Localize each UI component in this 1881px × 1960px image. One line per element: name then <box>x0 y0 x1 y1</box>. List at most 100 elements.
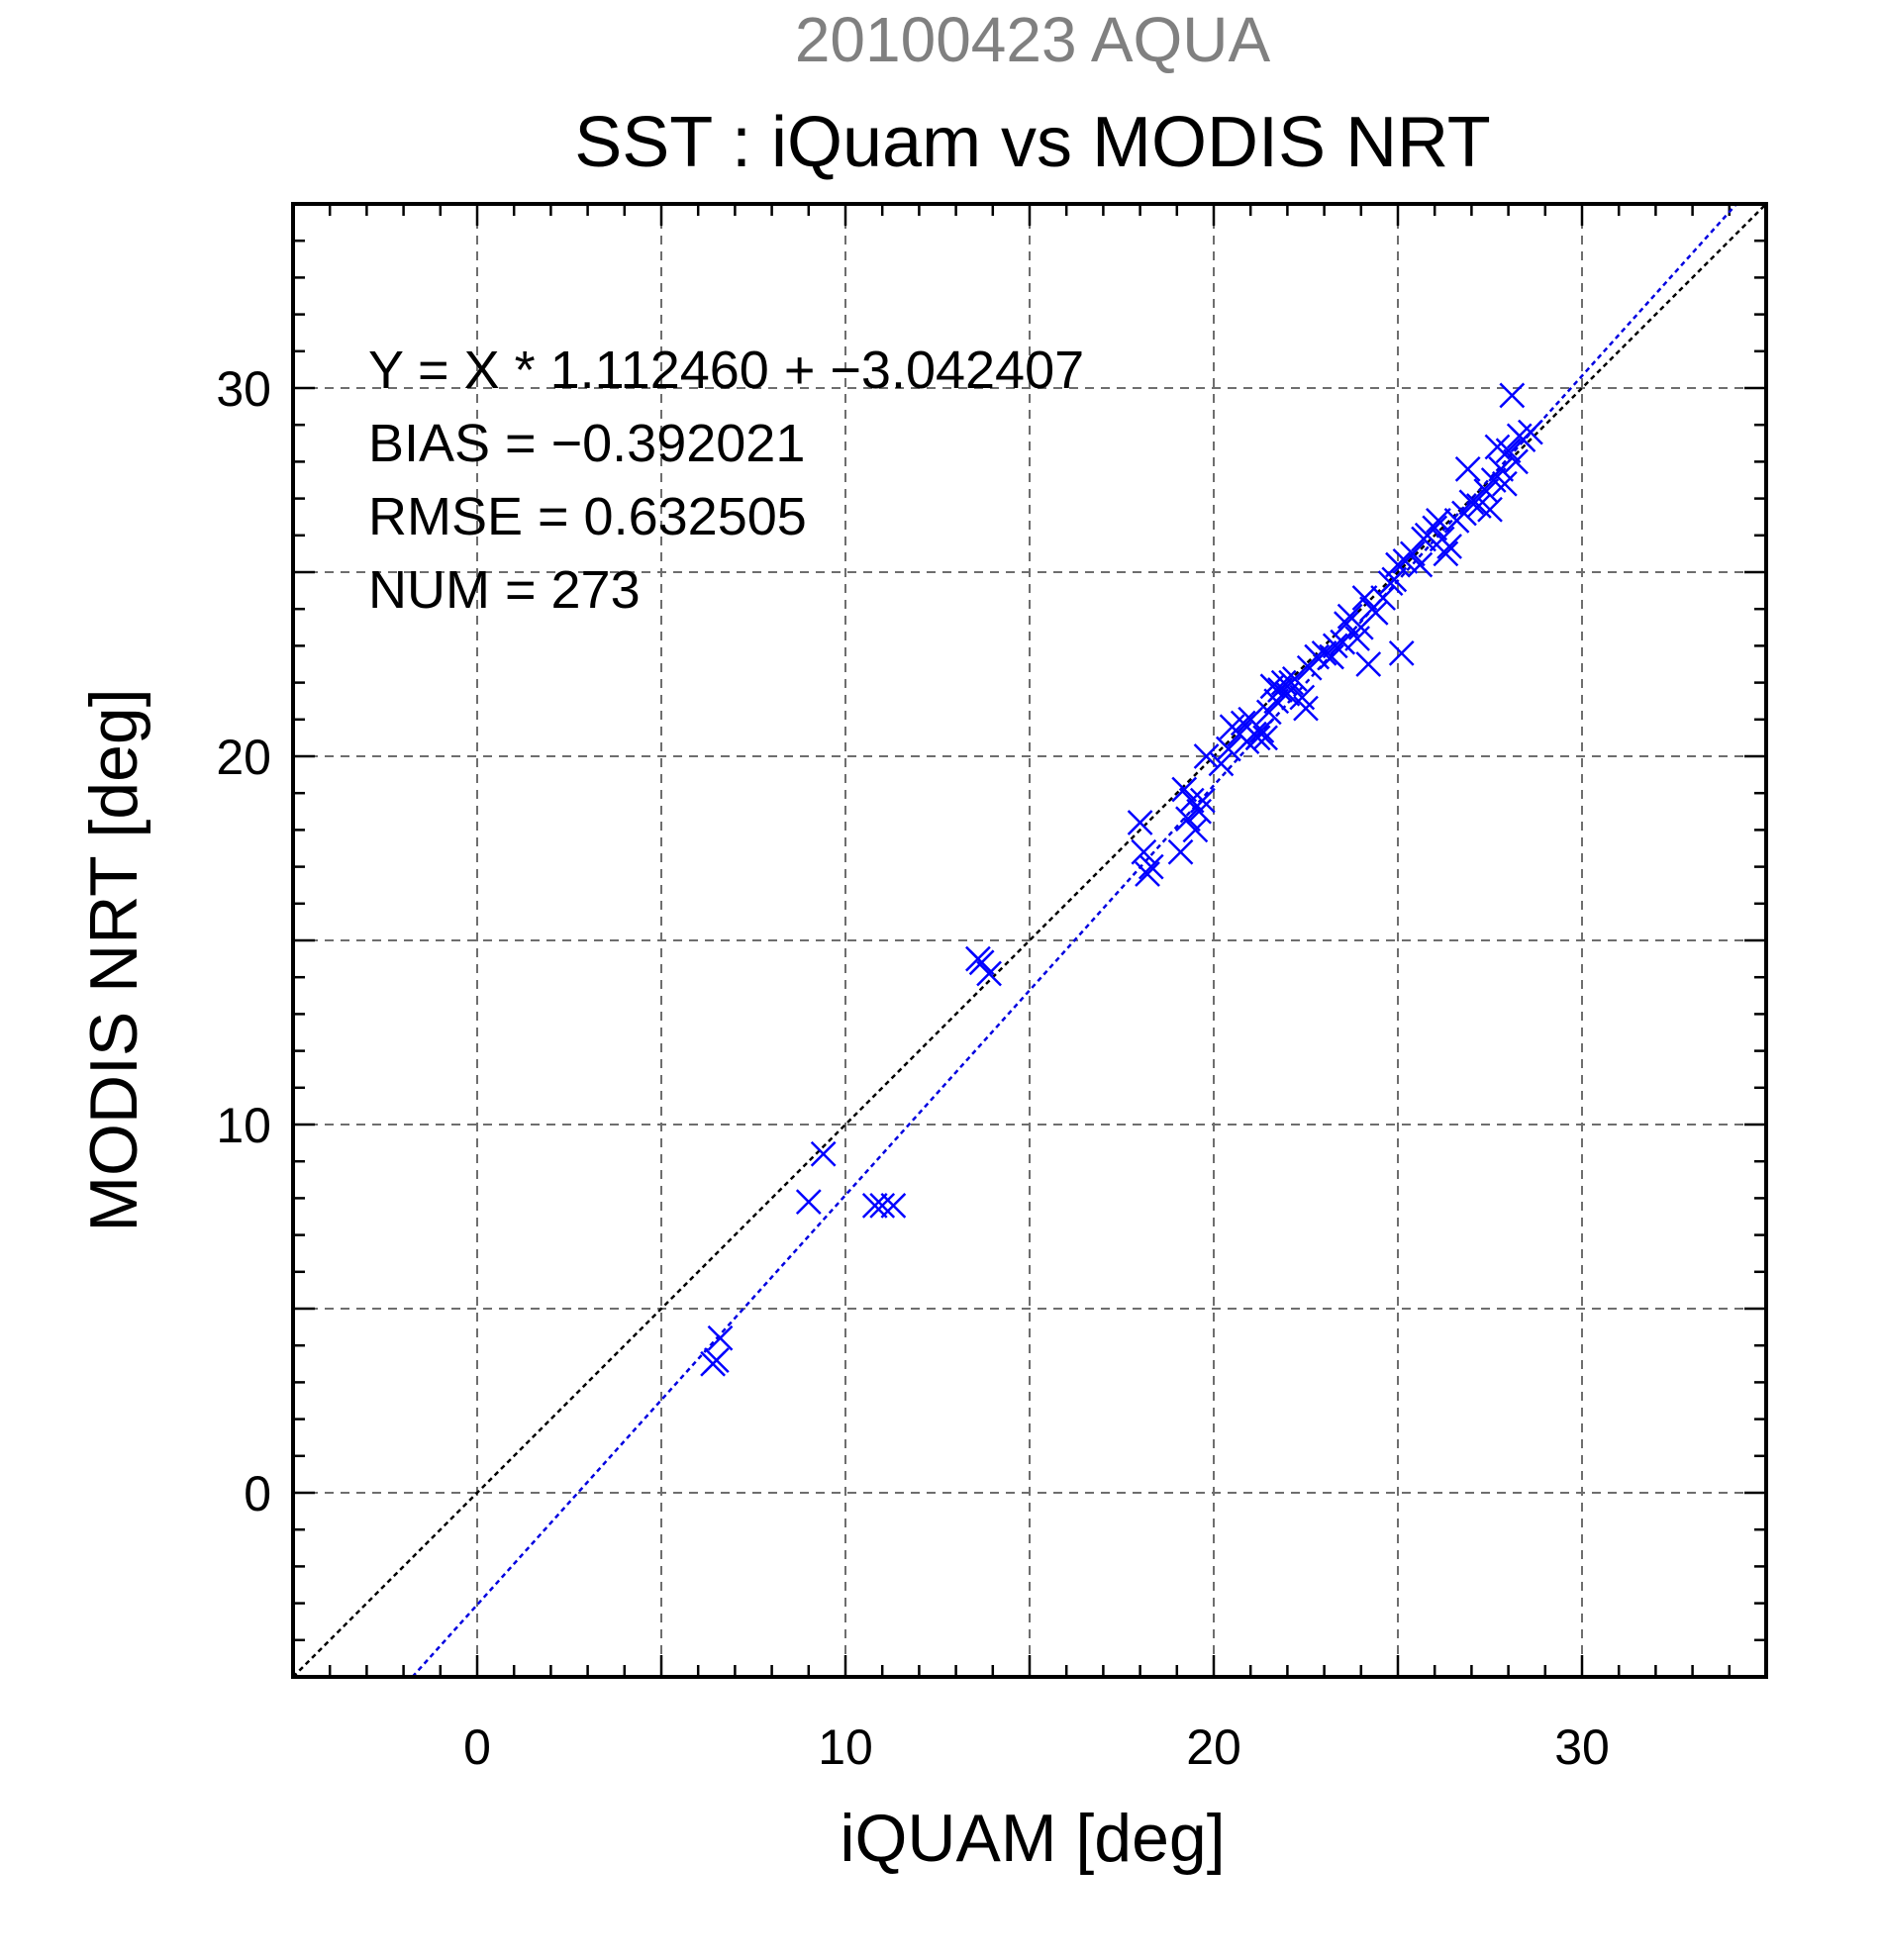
data-point-stroke <box>810 1140 837 1167</box>
data-point <box>1407 551 1434 578</box>
data-point <box>1499 382 1526 409</box>
data-point <box>1377 570 1404 597</box>
data-point-stroke <box>1399 540 1426 567</box>
data-point-stroke <box>1267 677 1293 703</box>
data-point-stroke <box>968 949 995 976</box>
data-point-stroke <box>1433 540 1459 567</box>
data-point-stroke <box>1407 551 1434 578</box>
data-point <box>1451 500 1477 527</box>
data-point-stroke <box>1377 570 1404 597</box>
y-tick-label: 20 <box>216 730 271 785</box>
data-point <box>1248 718 1275 743</box>
data-point <box>1178 787 1205 814</box>
data-point <box>1488 455 1515 482</box>
data-point-stroke <box>703 1347 730 1373</box>
regression-equation: Y = X * 1.112460 + −3.042407 <box>368 341 1084 400</box>
data-point <box>1259 673 1286 700</box>
data-point <box>1215 735 1241 762</box>
data-point <box>1131 838 1157 865</box>
data-point <box>1454 455 1481 482</box>
data-point <box>810 1140 837 1167</box>
data-point-stroke <box>1480 467 1507 493</box>
data-point-stroke <box>1175 806 1201 833</box>
data-point-stroke <box>976 960 1002 987</box>
data-point <box>1484 434 1511 460</box>
data-point <box>1506 423 1533 449</box>
data-point-stroke <box>1289 684 1316 711</box>
y-tick-label: 10 <box>216 1098 271 1153</box>
data-point <box>1334 611 1359 637</box>
data-point-stroke <box>1215 735 1241 762</box>
data-point <box>1167 838 1194 865</box>
data-point-stroke <box>1127 810 1153 835</box>
data-point-stroke <box>1311 639 1337 666</box>
data-point-stroke <box>1465 493 1492 519</box>
data-point-stroke <box>1193 743 1220 769</box>
data-point-stroke <box>1499 382 1526 409</box>
data-point-stroke <box>1230 710 1256 736</box>
data-point-stroke <box>1330 629 1356 655</box>
data-point-stroke <box>880 1192 907 1219</box>
data-point <box>1477 496 1503 523</box>
data-point <box>1138 853 1164 880</box>
data-point-stroke <box>1293 695 1319 722</box>
data-point <box>1491 470 1518 497</box>
data-point-stroke <box>1426 508 1451 534</box>
data-point-stroke <box>1244 725 1271 751</box>
data-point-stroke <box>1259 673 1286 700</box>
data-point <box>1433 540 1459 567</box>
data-point-stroke <box>1491 470 1518 497</box>
data-point-stroke <box>795 1189 822 1216</box>
data-point-stroke <box>1171 776 1198 803</box>
data-point-stroke <box>1436 534 1462 559</box>
data-point <box>1193 743 1220 769</box>
data-point <box>1426 508 1451 534</box>
data-point-stroke <box>1252 725 1278 751</box>
data-point-stroke <box>1359 596 1385 623</box>
data-point <box>1135 861 1160 887</box>
data-point <box>1293 695 1319 722</box>
tick-labels: 0 10 20 30 0 10 20 30 <box>216 361 1609 1775</box>
data-point <box>1503 448 1529 475</box>
y-tick-label: 30 <box>216 361 271 417</box>
x-tick-label: 10 <box>818 1719 873 1775</box>
bias-value: BIAS = −0.392021 <box>368 414 805 473</box>
regression-lines <box>292 203 1767 1678</box>
data-point-stroke <box>1385 551 1411 578</box>
data-point <box>1127 810 1153 835</box>
data-point-stroke <box>1484 434 1511 460</box>
data-point <box>1458 489 1485 516</box>
plot-frame <box>291 202 1768 1679</box>
data-point-stroke <box>869 1192 896 1219</box>
data-point-stroke <box>1454 455 1481 482</box>
data-point <box>1359 596 1385 623</box>
data-point <box>1436 534 1462 559</box>
data-point <box>968 949 995 976</box>
data-point-stroke <box>1248 718 1275 743</box>
data-point <box>703 1347 730 1373</box>
data-point <box>869 1192 896 1219</box>
data-point-stroke <box>1189 787 1216 814</box>
chart-title: SST : iQuam vs MODIS NRT <box>574 103 1491 182</box>
data-point <box>795 1189 822 1216</box>
data-point-stroke <box>1506 423 1533 449</box>
data-point <box>1411 526 1436 552</box>
data-point-stroke <box>1458 489 1485 516</box>
data-point-stroke <box>1488 455 1515 482</box>
y-axis-label: MODIS NRT [deg] <box>76 688 151 1231</box>
data-point-stroke <box>1355 651 1382 677</box>
data-point <box>1351 585 1378 611</box>
data-point-stroke <box>861 1192 888 1219</box>
data-point <box>880 1192 907 1219</box>
data-point-stroke <box>1411 526 1436 552</box>
data-point <box>1208 750 1235 777</box>
data-point <box>1171 776 1198 803</box>
data-point-stroke <box>1451 500 1477 527</box>
data-point-stroke <box>1208 750 1235 777</box>
data-point <box>1230 710 1256 736</box>
x-axis-label: iQUAM [deg] <box>840 1801 1225 1876</box>
chart-supertitle: 20100423 AQUA <box>795 4 1271 75</box>
data-point <box>707 1324 734 1351</box>
num-value: NUM = 273 <box>368 560 641 620</box>
